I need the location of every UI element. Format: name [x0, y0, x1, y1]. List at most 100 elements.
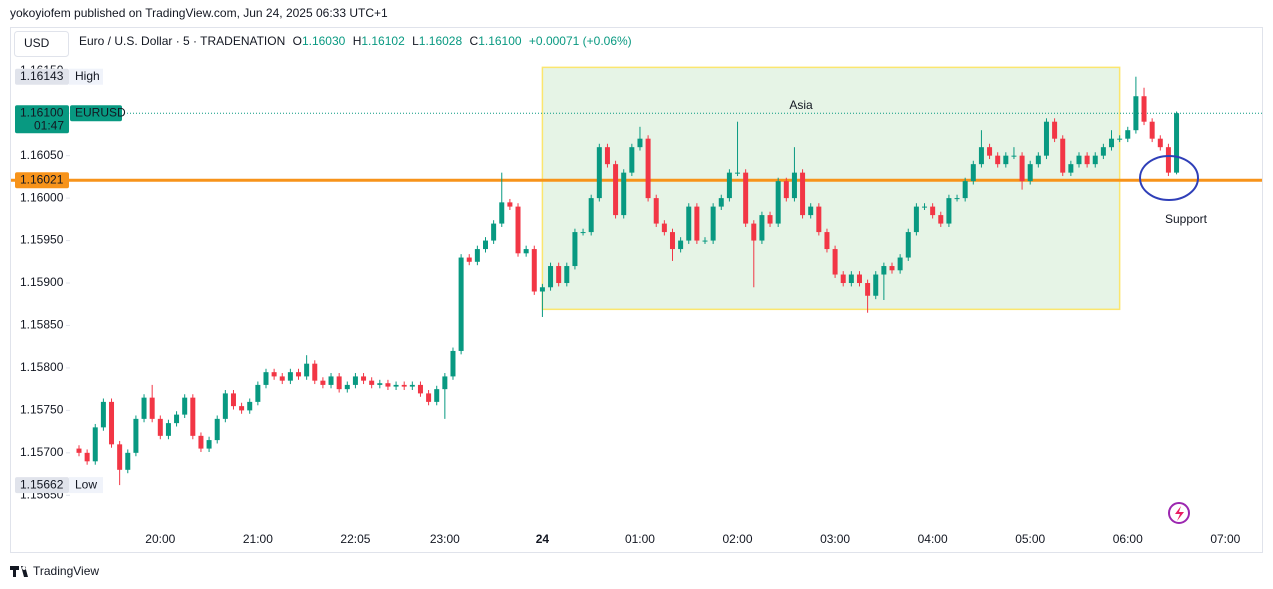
- candle-body: [287, 372, 293, 381]
- candle-body: [1068, 164, 1074, 173]
- footer: TradingView: [33, 564, 99, 578]
- currency: USD: [24, 36, 50, 50]
- candle-body: [312, 363, 318, 381]
- candle-body: [149, 397, 155, 419]
- candle-body: [450, 350, 456, 377]
- candle-body: [1092, 155, 1098, 165]
- legend-o: O: [293, 34, 302, 48]
- candle-body: [409, 384, 415, 387]
- candle-body: [645, 138, 651, 199]
- candle-body: [824, 232, 830, 250]
- candle-body: [100, 401, 106, 428]
- candle-body: [214, 418, 220, 441]
- candle-body: [336, 376, 342, 390]
- candle-body: [141, 397, 147, 419]
- candle-body: [531, 249, 537, 292]
- currency-box[interactable]: [14, 31, 69, 57]
- candle-body: [377, 383, 383, 385]
- legend-l: L: [412, 34, 419, 48]
- x-tick-label: 23:00: [430, 532, 460, 546]
- legend-open: 1.16030: [302, 34, 346, 48]
- symbol-label: EURUSD: [75, 105, 126, 119]
- x-tick-label: 06:00: [1113, 532, 1143, 546]
- candle-body: [604, 147, 610, 165]
- candle-body: [1027, 164, 1033, 182]
- support-label: Support: [1165, 212, 1208, 226]
- candle-body: [385, 383, 391, 387]
- y-tick-label: 1.15850: [20, 318, 64, 332]
- candle-body: [174, 414, 180, 424]
- candle-body: [580, 232, 586, 234]
- session-box: [541, 66, 1121, 311]
- last-price-tag: [15, 105, 69, 134]
- candle-body: [361, 376, 367, 381]
- candle-body: [515, 206, 521, 254]
- x-tick-label: 03:00: [820, 532, 850, 546]
- candle-body: [881, 266, 887, 275]
- y-tick-label: 1.15750: [20, 403, 64, 417]
- candle-body: [133, 418, 139, 453]
- y-tick-label: 1.15900: [20, 275, 64, 289]
- candle-body: [320, 380, 326, 385]
- candle-body: [686, 206, 692, 241]
- candle-body: [1076, 155, 1082, 165]
- legend-high: 1.16102: [361, 34, 405, 48]
- candle-body: [417, 384, 423, 394]
- candle-body: [978, 147, 984, 165]
- candle-body: [165, 423, 171, 436]
- candle-body: [710, 206, 716, 241]
- header: yokoyiofem published on TradingView.com,…: [10, 6, 388, 20]
- candle-body: [905, 232, 911, 258]
- legend-symbol: Euro / U.S. Dollar · 5 · TRADENATION: [79, 34, 285, 48]
- candle-body: [499, 202, 505, 224]
- legend-low: 1.16028: [419, 34, 463, 48]
- candle-body: [491, 223, 497, 241]
- candle-body: [832, 249, 838, 275]
- candle-body: [222, 393, 228, 419]
- candle-body: [783, 181, 789, 199]
- candle-body: [637, 138, 643, 148]
- alert-icon[interactable]: [1168, 502, 1190, 524]
- candle-body: [572, 232, 578, 267]
- candle-body: [296, 372, 302, 377]
- candle-body: [718, 198, 724, 207]
- legend-c: C: [470, 34, 479, 48]
- marker-text: High: [75, 69, 100, 83]
- candle-body: [588, 198, 594, 233]
- x-tick-label: 22:05: [340, 532, 370, 546]
- candle-body: [1084, 155, 1090, 165]
- candle-body: [897, 257, 903, 271]
- candle-body: [1109, 138, 1115, 148]
- session-label: Asia: [789, 98, 813, 112]
- candle-body: [1019, 155, 1025, 182]
- y-tick-label: 1.16000: [20, 190, 64, 204]
- candle-body: [970, 164, 976, 182]
- x-tick-label: 07:00: [1210, 532, 1240, 546]
- candle-body: [125, 452, 131, 470]
- candle-body: [304, 363, 310, 377]
- candle-body: [344, 384, 350, 390]
- plot: Asia1.156501.157001.157501.158001.158501…: [11, 63, 1262, 546]
- candle-body: [735, 172, 741, 174]
- candle-body: [523, 249, 529, 254]
- candle-body: [702, 240, 708, 242]
- candle-body: [946, 198, 952, 224]
- candle-body: [954, 198, 960, 200]
- candle-body: [84, 452, 90, 462]
- x-tick-label: 04:00: [918, 532, 948, 546]
- marker-text: Low: [75, 477, 97, 491]
- candle-body: [767, 215, 773, 224]
- frame: [10, 27, 1263, 553]
- candle-body: [1149, 121, 1155, 139]
- x-tick-label: 20:00: [145, 532, 175, 546]
- candle-body: [1174, 113, 1180, 173]
- legend-h: H: [353, 34, 362, 48]
- candle-body: [678, 240, 684, 250]
- x-tick-label: 05:00: [1015, 532, 1045, 546]
- candle-body: [271, 372, 277, 377]
- candle-body: [92, 427, 98, 462]
- candle-body: [190, 397, 196, 436]
- candle-body: [1043, 121, 1049, 156]
